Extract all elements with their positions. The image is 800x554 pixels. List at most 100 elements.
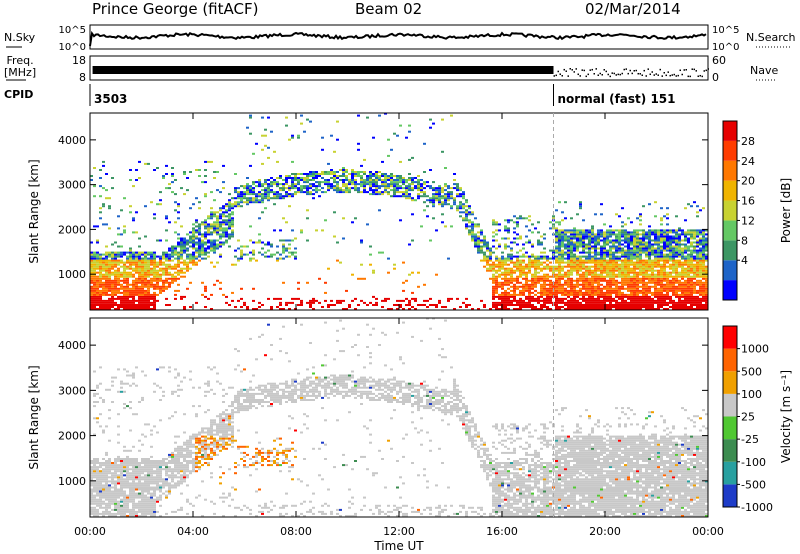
data-cell [522, 267, 525, 270]
data-cell [645, 233, 648, 236]
data-cell [522, 285, 525, 288]
data-cell [147, 291, 150, 294]
data-cell [594, 239, 597, 242]
data-cell [675, 233, 678, 236]
data-cell [573, 249, 576, 252]
data-cell [672, 289, 675, 292]
data-cell [651, 301, 654, 304]
data-cell [201, 243, 204, 246]
data-cell [99, 281, 102, 284]
data-cell [435, 195, 438, 198]
data-cell [228, 233, 231, 236]
data-cell [561, 306, 564, 308]
data-cell [465, 213, 468, 216]
data-cell [597, 237, 600, 240]
data-cell [588, 239, 591, 242]
data-cell [165, 271, 168, 274]
data-cell [444, 183, 447, 186]
data-cell [696, 231, 699, 234]
data-cell [702, 235, 705, 238]
data-cell [114, 241, 117, 244]
data-cell [648, 203, 651, 206]
data-cell [354, 175, 357, 177]
data-cell [198, 255, 201, 258]
data-cell [195, 231, 198, 234]
data-cell [453, 179, 456, 181]
data-cell [588, 308, 591, 310]
data-cell [630, 259, 633, 262]
data-cell [609, 265, 612, 268]
data-cell [93, 267, 96, 270]
data-cell [351, 171, 354, 173]
data-cell [285, 187, 288, 190]
data-cell [690, 295, 693, 298]
data-cell [513, 295, 516, 298]
data-cell [108, 273, 111, 276]
data-cell [267, 191, 270, 194]
data-cell [216, 231, 219, 234]
data-cell [273, 229, 276, 232]
data-cell [591, 229, 594, 232]
data-cell [126, 281, 129, 284]
data-cell [543, 267, 546, 270]
data-cell [528, 257, 531, 260]
data-cell [135, 231, 138, 234]
data-cell [474, 223, 477, 226]
data-cell [447, 191, 450, 194]
data-cell [603, 241, 606, 244]
data-cell [705, 291, 708, 294]
data-cell [540, 293, 543, 296]
data-cell [690, 253, 693, 256]
data-cell [432, 201, 435, 204]
data-cell [240, 199, 243, 202]
data-cell [606, 306, 609, 308]
data-cell [600, 231, 603, 234]
data-cell [213, 171, 216, 173]
data-cell [360, 239, 363, 242]
data-cell [138, 253, 141, 256]
data-cell [318, 181, 321, 184]
data-cell [255, 195, 258, 198]
data-cell [537, 243, 540, 246]
data-cell [612, 275, 615, 278]
data-cell [609, 261, 612, 264]
data-cell [105, 308, 108, 310]
data-cell [117, 259, 120, 262]
data-cell [603, 265, 606, 268]
data-cell [399, 124, 402, 127]
data-cell [102, 257, 105, 260]
data-cell [639, 271, 642, 274]
data-cell [582, 237, 585, 240]
data-cell [393, 193, 396, 196]
data-cell [93, 502, 96, 505]
data-cell [126, 277, 129, 280]
data-cell [375, 181, 378, 184]
data-cell [636, 299, 639, 302]
data-cell [447, 297, 450, 300]
data-cell [312, 175, 315, 177]
data-cell [126, 304, 129, 306]
data-cell [339, 175, 342, 177]
data-cell [135, 291, 138, 294]
data-cell [96, 239, 99, 242]
data-cell [663, 265, 666, 268]
data-cell [582, 293, 585, 296]
data-cell [441, 187, 444, 190]
data-cell [639, 281, 642, 284]
data-cell [621, 267, 624, 270]
data-cell [141, 257, 144, 260]
data-cell [645, 287, 648, 290]
data-cell [492, 279, 495, 282]
data-cell [354, 179, 357, 181]
data-cell [576, 247, 579, 250]
data-cell [225, 229, 228, 232]
data-cell [684, 239, 687, 242]
data-cell [639, 229, 642, 232]
data-cell [591, 297, 594, 300]
data-cell [177, 245, 180, 248]
data-cell [606, 283, 609, 286]
data-cell [597, 231, 600, 234]
data-cell [558, 249, 561, 252]
data-cell [216, 189, 219, 192]
data-cell [585, 277, 588, 280]
